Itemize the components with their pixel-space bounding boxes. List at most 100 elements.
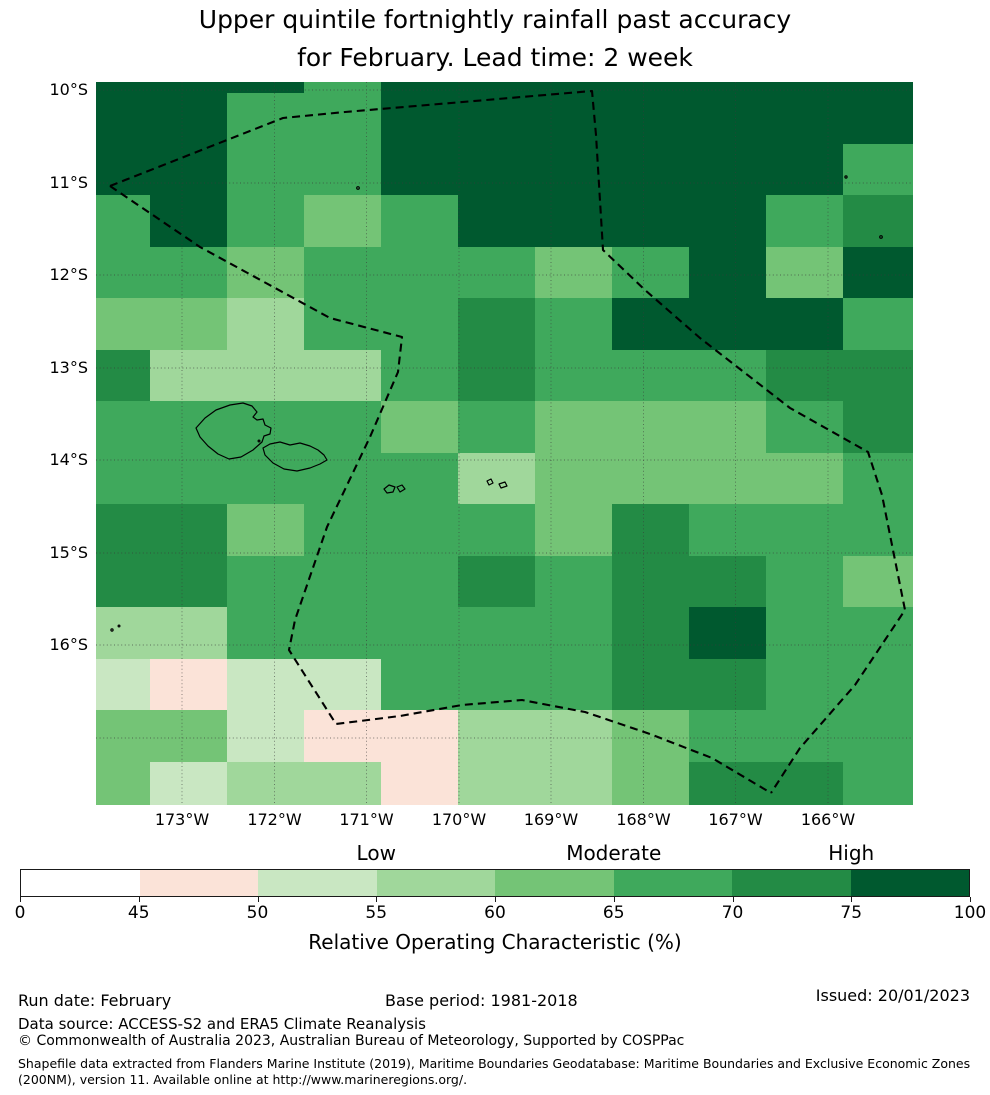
colorbar-segment <box>21 870 140 896</box>
heatmap-cell <box>150 298 227 350</box>
colorbar-tick-label: 55 <box>365 903 388 923</box>
heatmap-cell <box>612 350 689 401</box>
heatmap-cell <box>96 144 150 195</box>
heatmap-cell <box>843 298 913 350</box>
heatmap-cell <box>381 504 458 556</box>
x-tick-label: 173°W <box>154 810 210 829</box>
heatmap-cell <box>96 350 150 401</box>
heatmap-cell <box>535 350 612 401</box>
heatmap-cell <box>96 247 150 298</box>
colorbar-segment <box>258 870 377 896</box>
heatmap-cell <box>766 659 843 710</box>
heatmap-cell <box>843 93 913 144</box>
heatmap-cell <box>381 298 458 350</box>
heatmap-cell <box>612 93 689 144</box>
heatmap-cell <box>689 401 766 453</box>
heatmap-cell <box>766 710 843 762</box>
heatmap-cell <box>535 659 612 710</box>
heatmap-cell <box>150 350 227 401</box>
heatmap-cell <box>150 82 227 93</box>
heatmap-cell <box>227 453 304 504</box>
heatmap-cell <box>96 607 150 659</box>
heatmap-cell <box>766 144 843 195</box>
heatmap-cell <box>227 298 304 350</box>
heatmap-cell <box>689 504 766 556</box>
heatmap-cell <box>535 195 612 247</box>
y-tick-label: 10°S <box>49 80 88 99</box>
heatmap-cell <box>227 144 304 195</box>
colorbar-tick-mark <box>138 897 140 902</box>
heatmap-cell <box>227 504 304 556</box>
heatmap-cell <box>381 659 458 710</box>
heatmap-cell <box>612 710 689 762</box>
graticule <box>96 82 913 805</box>
x-tick-label: 171°W <box>339 810 394 829</box>
heatmap-cell <box>535 504 612 556</box>
heatmap-cell <box>689 453 766 504</box>
heatmap-cell <box>304 298 381 350</box>
islet-dot <box>110 628 114 632</box>
heatmap-cell <box>96 504 150 556</box>
heatmap-cell <box>96 556 150 607</box>
colorbar-category-label: Low <box>356 841 396 865</box>
heatmap-cell <box>612 504 689 556</box>
colorbar-tick-label: 60 <box>484 903 506 923</box>
heatmap-cell <box>612 195 689 247</box>
x-tick-label: 172°W <box>247 810 302 829</box>
heatmap-cell <box>381 453 458 504</box>
heatmap-cell <box>612 82 689 93</box>
heatmap-cell <box>150 144 227 195</box>
heatmap-cell <box>381 710 458 762</box>
heatmap-cell <box>150 247 227 298</box>
heatmap-cell <box>535 298 612 350</box>
heatmap-cell <box>381 350 458 401</box>
heatmap-cell <box>227 247 304 298</box>
heatmap-cell <box>227 710 304 762</box>
heatmap-cell <box>227 82 304 93</box>
islet-dot <box>844 175 848 179</box>
heatmap-cell <box>304 195 381 247</box>
heatmap-cell <box>689 298 766 350</box>
chart-title-line2: for February. Lead time: 2 week <box>297 43 693 72</box>
colorbar-tick-mark <box>257 897 259 902</box>
colorbar-tick-mark <box>613 897 615 902</box>
heatmap-cell <box>843 144 913 195</box>
heatmap-cell <box>689 195 766 247</box>
chart-title-line1: Upper quintile fortnightly rainfall past… <box>198 5 792 34</box>
heatmap-cell <box>96 659 150 710</box>
colorbar-tick-label: 50 <box>246 903 269 923</box>
colorbar-tick-label: 45 <box>127 903 150 923</box>
heatmap-cell <box>689 82 766 93</box>
heatmap-cell <box>843 195 913 247</box>
island-outlines <box>110 175 883 632</box>
y-tick-label: 15°S <box>49 543 88 562</box>
eez-boundary <box>109 89 907 794</box>
issued-date-text: Issued: 20/01/2023 <box>815 986 970 1005</box>
heatmap-cell <box>612 607 689 659</box>
y-tick-label: 14°S <box>49 450 88 469</box>
heatmap-cell <box>612 401 689 453</box>
colorbar-tick-label: 0 <box>14 903 26 923</box>
heatmap-cell <box>766 350 843 401</box>
heatmap-cell <box>96 298 150 350</box>
heatmap-cell <box>766 762 843 805</box>
island-upolu <box>262 441 328 472</box>
heatmap-cell <box>96 93 150 144</box>
heatmap-cell <box>304 504 381 556</box>
colorbar-tick-label: 70 <box>721 903 744 923</box>
heatmap-cell <box>843 82 913 93</box>
colorbar-axis-label: Relative Operating Characteristic (%) <box>308 930 682 954</box>
heatmap-cell <box>612 144 689 195</box>
heatmap-cell <box>766 247 843 298</box>
heatmap-cell <box>535 247 612 298</box>
y-tick-label: 11°S <box>49 173 88 192</box>
heatmap-cell <box>843 710 913 762</box>
heatmap-cell <box>612 762 689 805</box>
heatmap-cell <box>458 504 535 556</box>
heatmap-cell <box>689 607 766 659</box>
heatmap-cell <box>304 247 381 298</box>
map-plot-area <box>96 82 913 805</box>
x-tick-label: 169°W <box>523 810 579 829</box>
heatmap-cell <box>843 350 913 401</box>
heatmap-cell <box>766 298 843 350</box>
